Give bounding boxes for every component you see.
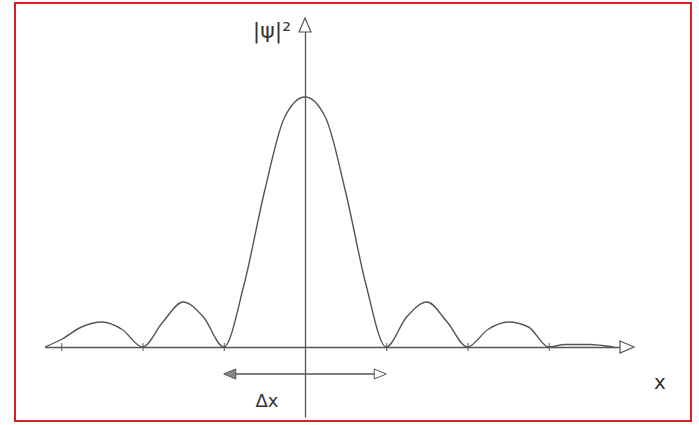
annotation-label: Δx [256,390,279,411]
annotation: Δx [224,369,387,411]
curve [45,97,614,347]
annotation-arrow-left [224,369,236,379]
annotation-line [232,373,379,374]
chart: |ψ|² x Δx [0,0,699,425]
x-arrow-head [620,341,634,353]
annotation-arrow-right [374,369,386,379]
x-tick [61,343,62,351]
x-axis [46,343,631,351]
x-axis-title: x [654,370,666,394]
plot-area [45,97,614,347]
x-axis-line [46,347,631,348]
y-axis-line [305,23,306,418]
frame [15,3,691,421]
y-arrow-head [299,18,311,32]
x-tick-mark [61,343,62,351]
y-axis [305,23,306,418]
y-axis-title: |ψ|² [253,18,291,44]
